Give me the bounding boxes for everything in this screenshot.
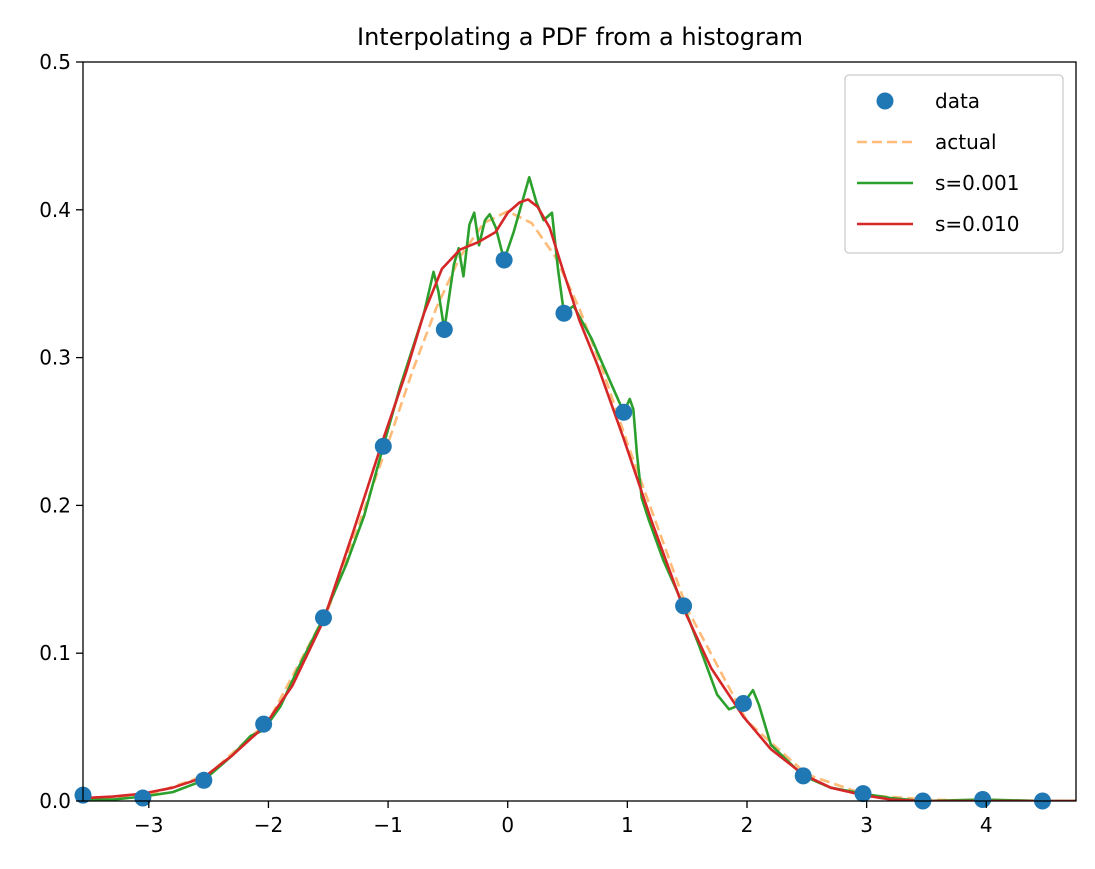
y-tick-label: 0.0 xyxy=(39,789,71,813)
data-point xyxy=(495,251,513,269)
legend-label: s=0.010 xyxy=(935,212,1019,236)
plot-frame xyxy=(82,61,1077,802)
x-tick-label: 3 xyxy=(860,813,873,837)
data-point xyxy=(374,437,392,455)
x-tick-label: −2 xyxy=(254,813,283,837)
data-point xyxy=(675,597,693,615)
legend-handle-marker xyxy=(876,92,894,110)
legend-label: actual xyxy=(935,130,997,154)
y-tick-label: 0.3 xyxy=(39,346,71,370)
chart-title: Interpolating a PDF from a histogram xyxy=(357,23,803,51)
y-tick-label: 0.5 xyxy=(39,50,71,74)
data-point xyxy=(314,609,332,627)
data-point xyxy=(435,321,453,339)
y-tick-label: 0.2 xyxy=(39,493,71,517)
data-point xyxy=(854,785,872,803)
data-point xyxy=(255,715,273,733)
x-tick-label: 0 xyxy=(501,813,514,837)
data-point xyxy=(974,791,992,809)
axis-layer: −3 −2 −1 0 1 2 3 4 0.0 0.1 0.2 0.3 0.4 0.5 xyxy=(39,50,992,837)
data-point xyxy=(555,304,573,322)
series-line-s-0010 xyxy=(83,198,1076,801)
y-tick-label: 0.4 xyxy=(39,198,71,222)
legend-box xyxy=(844,74,1064,254)
legend-label: s=0.001 xyxy=(935,171,1019,195)
legend-label: data xyxy=(935,89,980,113)
data-point xyxy=(615,403,633,421)
x-tick-label: 2 xyxy=(741,813,754,837)
x-tick-label: −3 xyxy=(134,813,163,837)
data-point xyxy=(134,789,152,807)
y-tick-label: 0.1 xyxy=(39,641,71,665)
data-point xyxy=(794,767,812,785)
data-point xyxy=(734,694,752,712)
x-tick-label: −1 xyxy=(373,813,402,837)
x-tick-label: 4 xyxy=(980,813,993,837)
data-point xyxy=(195,771,213,789)
series-layer xyxy=(74,175,1076,810)
x-tick-label: 1 xyxy=(621,813,634,837)
legend: data actual s=0.001 s=0.010 xyxy=(844,74,1064,254)
